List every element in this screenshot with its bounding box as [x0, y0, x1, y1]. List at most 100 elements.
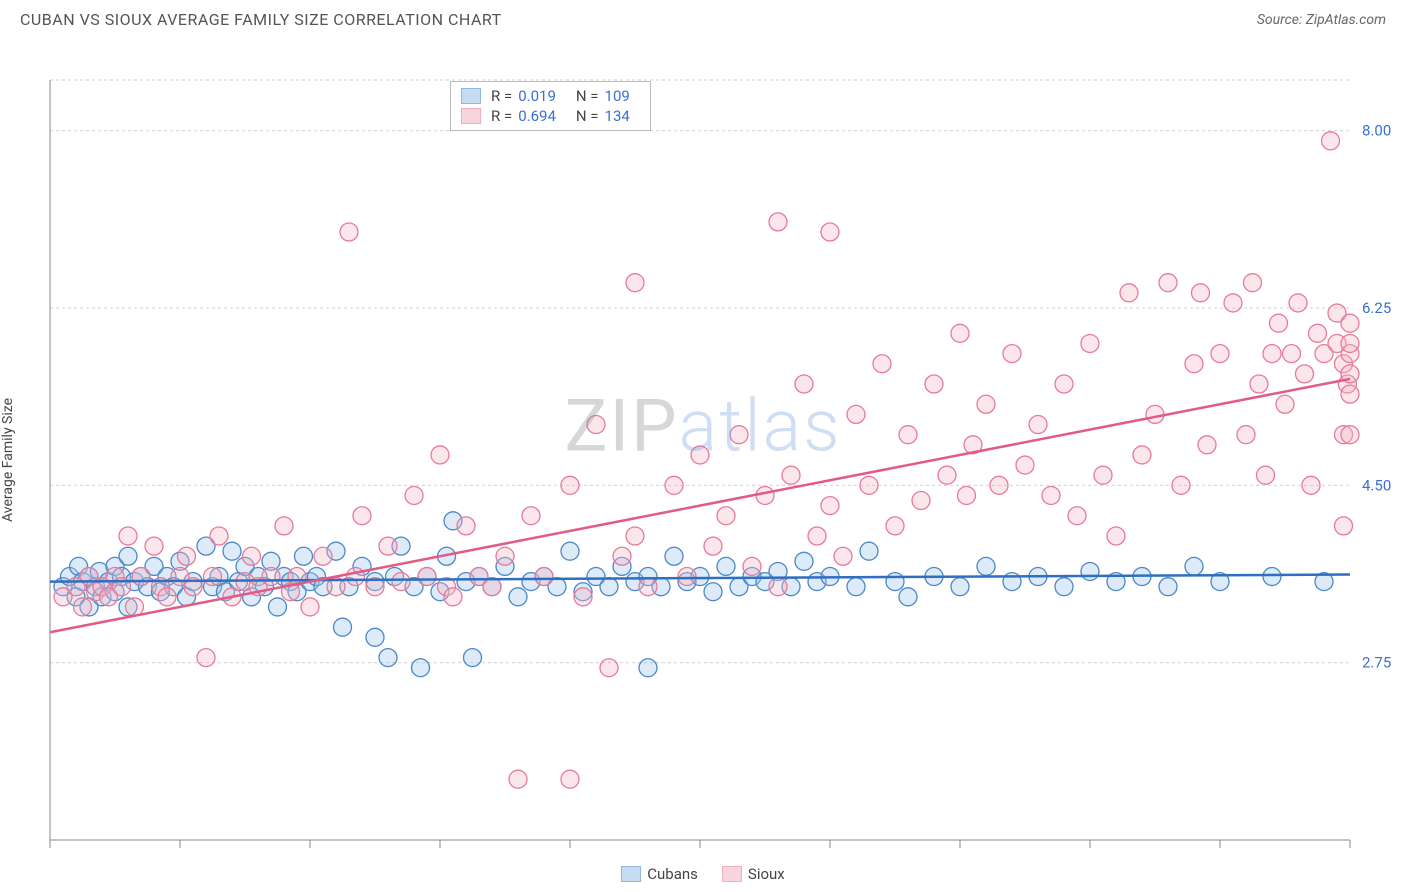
chart-container: Average Family Size 2.754.506.258.000.0%… — [0, 35, 1406, 885]
data-point — [574, 588, 592, 606]
data-point — [639, 659, 657, 677]
data-point — [1283, 345, 1301, 363]
data-point — [561, 770, 579, 788]
data-point — [886, 573, 904, 591]
data-point — [1120, 284, 1138, 302]
data-point — [1159, 274, 1177, 292]
data-point — [1055, 375, 1073, 393]
data-point — [392, 573, 410, 591]
data-point — [1341, 314, 1359, 332]
data-point — [769, 213, 787, 231]
data-point — [756, 486, 774, 504]
x-tick-label: 0.0% — [50, 852, 82, 855]
legend-swatch — [461, 88, 481, 104]
y-tick-label: 2.75 — [1362, 654, 1391, 672]
r-value: 0.019 — [518, 87, 556, 105]
data-point — [1172, 476, 1190, 494]
data-point — [977, 557, 995, 575]
data-point — [301, 598, 319, 616]
data-point — [886, 517, 904, 535]
data-point — [509, 770, 527, 788]
stats-legend: R =0.019N =109R =0.694N =134 — [450, 81, 651, 131]
data-point — [899, 426, 917, 444]
data-point — [210, 527, 228, 545]
n-label: N = — [576, 87, 599, 105]
data-point — [834, 547, 852, 565]
data-point — [431, 446, 449, 464]
data-point — [860, 542, 878, 560]
data-point — [1224, 294, 1242, 312]
data-point — [990, 476, 1008, 494]
data-point — [1341, 385, 1359, 403]
data-point — [626, 274, 644, 292]
data-point — [600, 659, 618, 677]
data-point — [1257, 466, 1275, 484]
data-point — [1302, 476, 1320, 494]
data-point — [1309, 324, 1327, 342]
data-point — [665, 476, 683, 494]
n-label: N = — [576, 107, 599, 125]
data-point — [178, 547, 196, 565]
legend-swatch — [722, 866, 742, 882]
y-tick-label: 6.25 — [1362, 299, 1391, 317]
data-point — [561, 542, 579, 560]
data-point — [743, 557, 761, 575]
data-point — [314, 547, 332, 565]
data-point — [1263, 568, 1281, 586]
data-point — [821, 497, 839, 515]
data-point — [74, 598, 92, 616]
data-point — [977, 395, 995, 413]
legend-row: R =0.694N =134 — [461, 106, 640, 126]
data-point — [717, 557, 735, 575]
data-point — [119, 527, 137, 545]
y-tick-label: 8.00 — [1362, 122, 1391, 140]
data-point — [412, 659, 430, 677]
data-point — [418, 568, 436, 586]
data-point — [535, 568, 553, 586]
data-point — [1192, 284, 1210, 302]
legend-swatch — [461, 108, 481, 124]
data-point — [145, 537, 163, 555]
data-point — [353, 507, 371, 525]
data-point — [1003, 345, 1021, 363]
n-value: 109 — [605, 87, 630, 105]
data-point — [379, 537, 397, 555]
data-point — [223, 542, 241, 560]
data-point — [795, 375, 813, 393]
data-point — [821, 223, 839, 241]
data-point — [204, 568, 222, 586]
data-point — [1335, 517, 1353, 535]
data-point — [444, 588, 462, 606]
data-point — [1185, 355, 1203, 373]
data-point — [1341, 426, 1359, 444]
data-point — [951, 324, 969, 342]
y-tick-label: 4.50 — [1362, 476, 1391, 494]
data-point — [1042, 486, 1060, 504]
series-name: Cubans — [647, 865, 698, 883]
data-point — [665, 547, 683, 565]
data-point — [269, 598, 287, 616]
data-point — [847, 578, 865, 596]
data-point — [1185, 557, 1203, 575]
data-point — [119, 547, 137, 565]
data-point — [126, 598, 144, 616]
data-point — [717, 507, 735, 525]
regression-line — [50, 379, 1350, 632]
data-point — [1081, 562, 1099, 580]
data-point — [561, 476, 579, 494]
data-point — [958, 486, 976, 504]
data-point — [243, 547, 261, 565]
chart-title: CUBAN VS SIOUX AVERAGE FAMILY SIZE CORRE… — [20, 10, 502, 29]
series-name: Sioux — [748, 865, 785, 883]
data-point — [873, 355, 891, 373]
data-point — [1081, 334, 1099, 352]
data-point — [340, 223, 358, 241]
data-point — [1276, 395, 1294, 413]
data-point — [1263, 345, 1281, 363]
data-point — [509, 588, 527, 606]
legend-swatch — [621, 866, 641, 882]
source-label: Source: ZipAtlas.com — [1257, 12, 1386, 28]
data-point — [1322, 132, 1340, 150]
data-point — [912, 492, 930, 510]
data-point — [600, 578, 618, 596]
